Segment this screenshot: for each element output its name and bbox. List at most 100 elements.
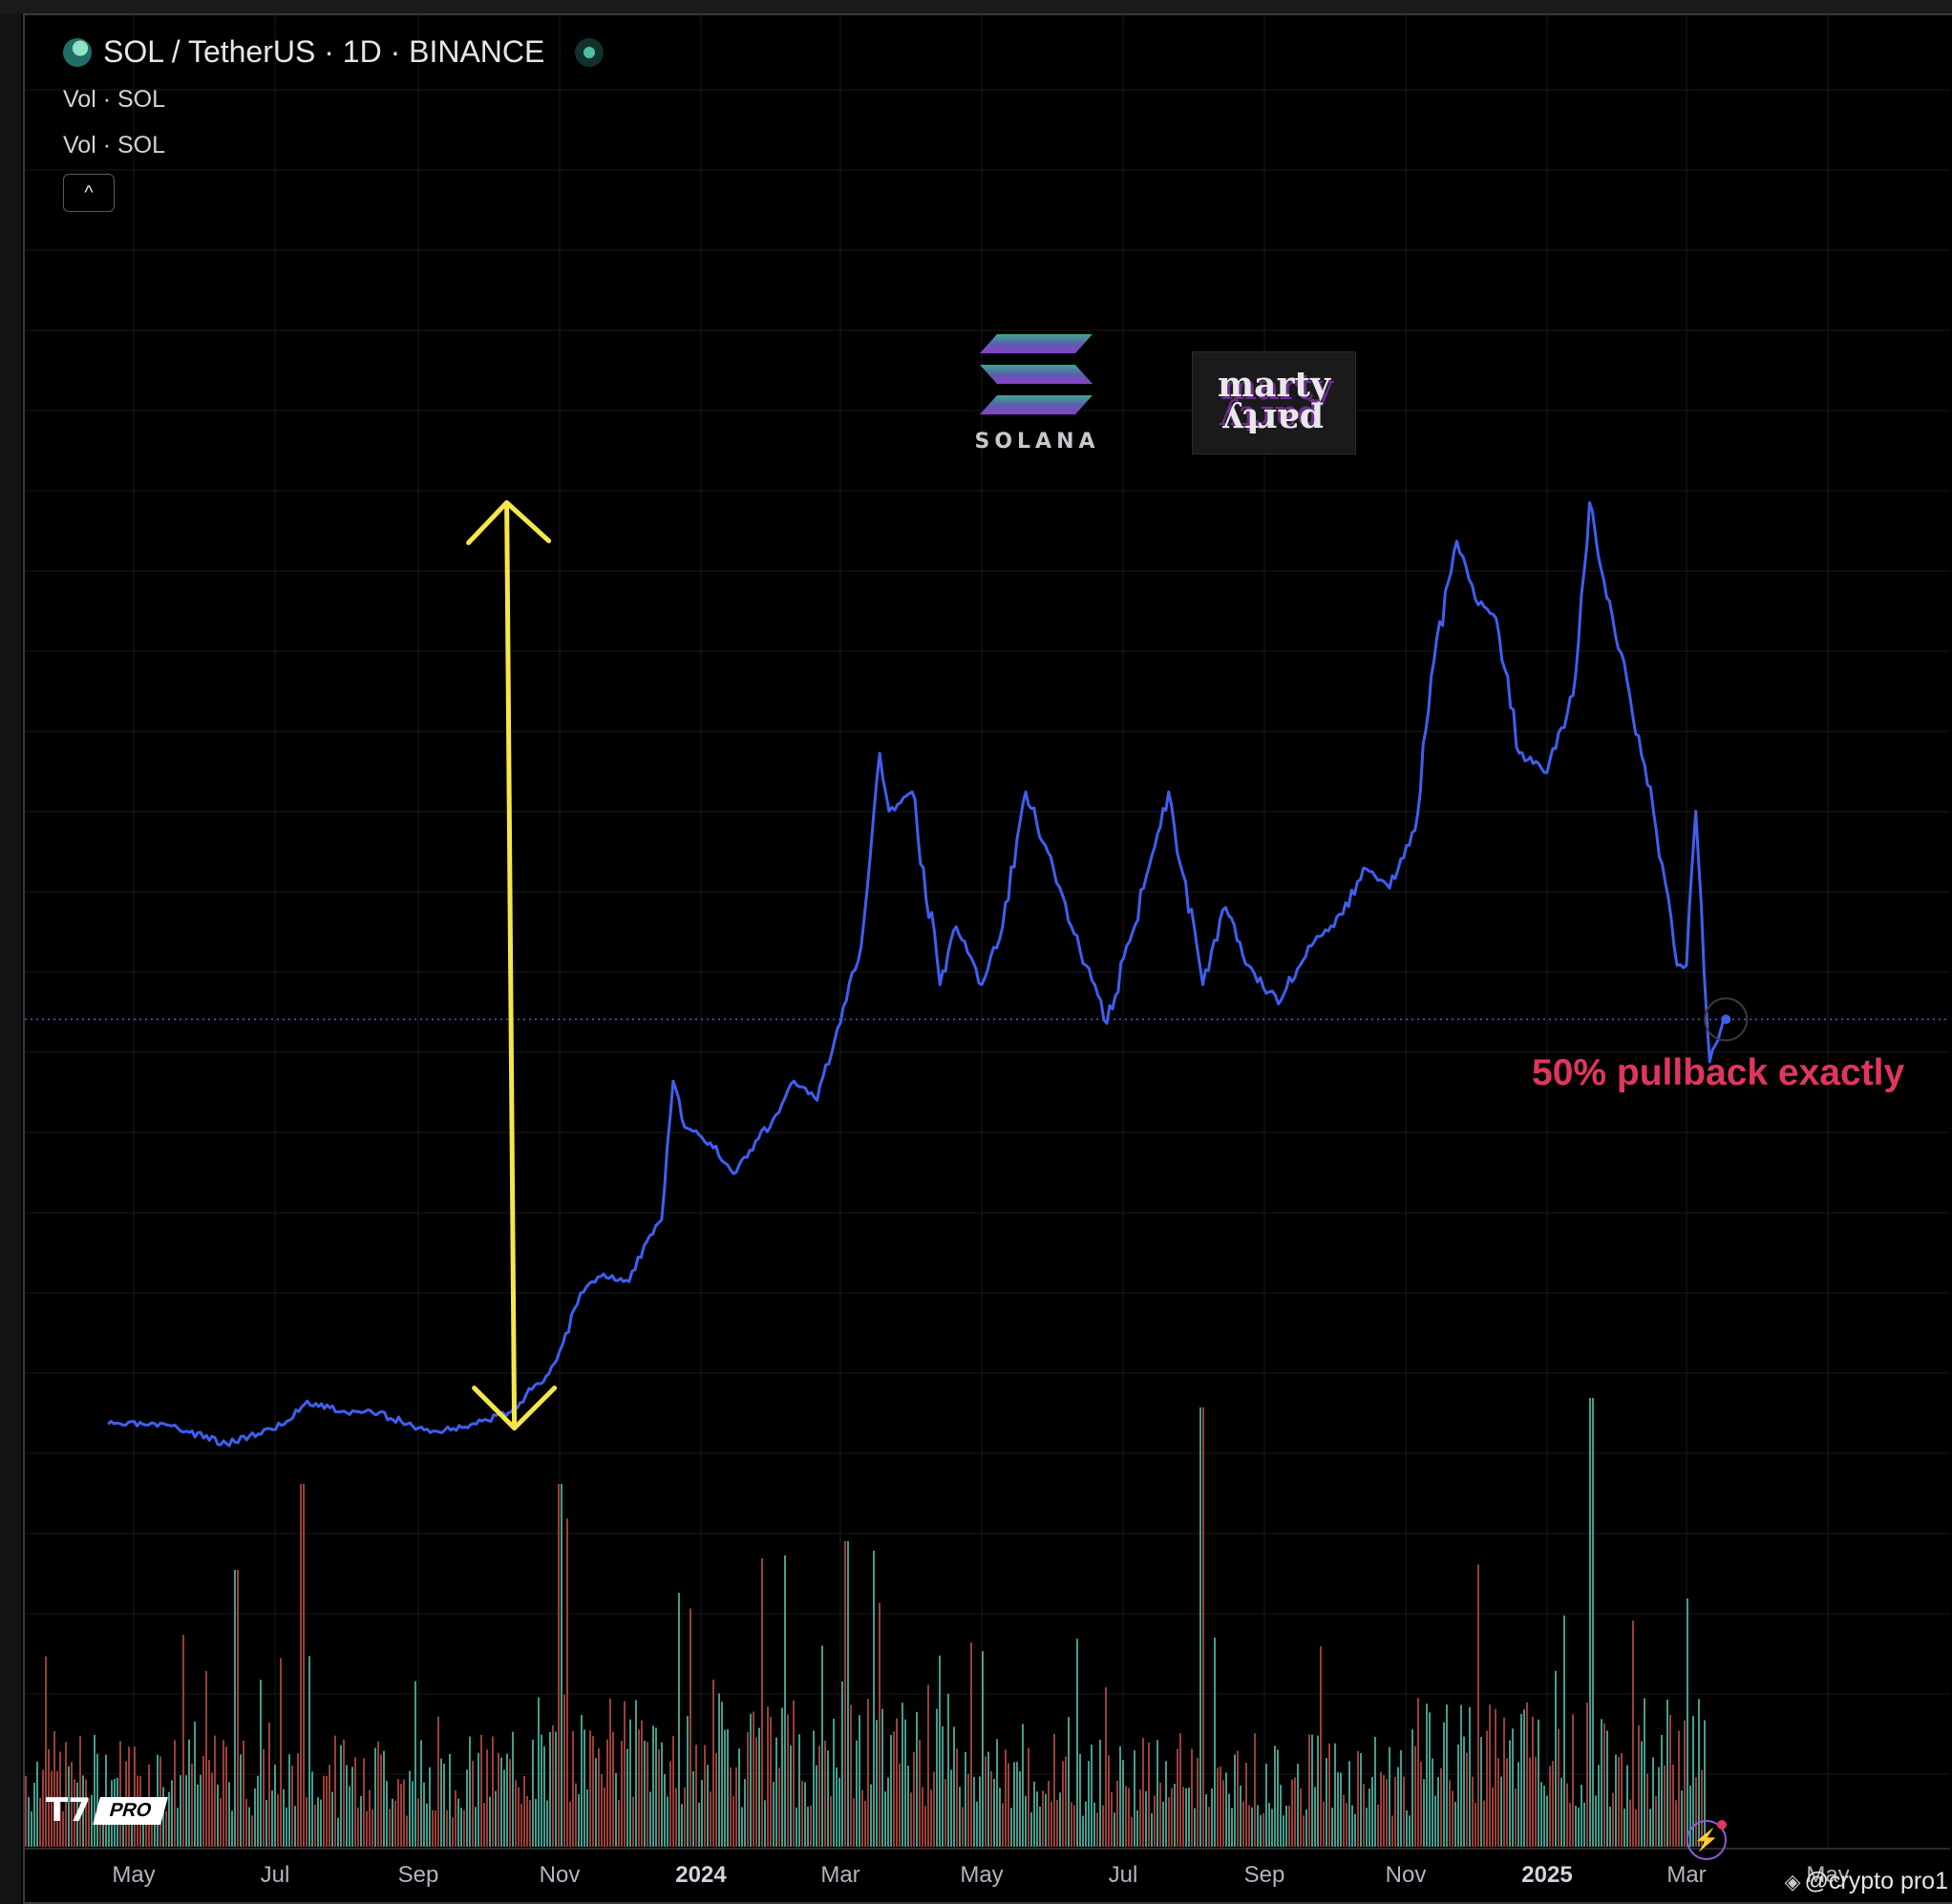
volume-bar — [695, 1745, 697, 1847]
range-arrow-shaft — [504, 499, 518, 1431]
volume-bar — [1460, 1704, 1462, 1847]
volume-bar — [1265, 1764, 1267, 1847]
volume-indicator-label: Vol · SOL — [63, 132, 165, 159]
volume-bar — [1426, 1703, 1428, 1847]
symbol-title-row[interactable]: SOL / TetherUS · 1D · BINANCE — [63, 34, 605, 70]
volume-bar — [412, 1781, 414, 1847]
volume-bar — [1486, 1730, 1488, 1847]
volume-bar — [753, 1711, 754, 1847]
volume-bar — [1062, 1761, 1064, 1847]
volume-bar — [1128, 1788, 1130, 1847]
volume-bar — [996, 1739, 998, 1847]
volume-bar — [1592, 1398, 1594, 1847]
volume-bar — [380, 1754, 382, 1847]
volume-bar — [1262, 1812, 1264, 1847]
volume-bar — [856, 1740, 858, 1847]
volume-bar — [306, 1797, 308, 1847]
time-axis-tick-label: May — [960, 1862, 1004, 1888]
volume-bar — [784, 1555, 786, 1847]
watermark: ◈ @crypto pro1 — [1785, 1868, 1948, 1895]
volume-indicator-legend[interactable]: Vol · SOL — [63, 132, 165, 159]
volume-bar — [1652, 1757, 1654, 1847]
price-chart-svg[interactable] — [25, 15, 1950, 1902]
chart-area[interactable]: SOL / TetherUS · 1D · BINANCE Vol · SOL … — [23, 13, 1952, 1904]
volume-bar — [1151, 1812, 1153, 1847]
volume-bar — [601, 1773, 603, 1847]
chevron-up-icon: ^ — [84, 181, 94, 203]
volume-bar — [1254, 1733, 1256, 1847]
volume-bar — [735, 1766, 737, 1847]
collapse-legend-button[interactable]: ^ — [63, 174, 115, 212]
volume-bar — [1432, 1758, 1433, 1847]
volume-bar — [1022, 1724, 1024, 1847]
volume-bar — [386, 1781, 388, 1847]
volume-bar — [1328, 1743, 1330, 1847]
volume-bar — [965, 1751, 966, 1847]
volume-bar — [483, 1803, 485, 1847]
volume-bar — [414, 1681, 416, 1847]
volume-bar — [85, 1779, 87, 1847]
time-axis[interactable]: May Jul Sep Nov 2024 Mar May Jul Sep Nov 2025 Mar Ma… — [25, 1862, 1952, 1900]
volume-bar — [1082, 1815, 1084, 1847]
volume-bar — [520, 1804, 522, 1847]
volume-bar — [910, 1792, 912, 1847]
volume-bar — [435, 1809, 436, 1847]
volume-bar — [1477, 1564, 1479, 1847]
pullback-annotation[interactable]: 50% pullback exactly — [1532, 1052, 1905, 1093]
volume-bar — [893, 1731, 895, 1847]
volume-bar — [1383, 1775, 1385, 1847]
volume-bar — [320, 1799, 322, 1847]
volume-bar — [913, 1751, 915, 1847]
volume-bar — [1225, 1772, 1227, 1847]
volume-bar — [770, 1716, 772, 1847]
volume-bar — [976, 1801, 978, 1847]
volume-bar — [1326, 1758, 1327, 1847]
volume-bar — [1125, 1786, 1127, 1847]
volume-bar — [1646, 1773, 1648, 1847]
volume-bar — [890, 1735, 892, 1847]
volume-indicator-legend[interactable]: Vol · SOL — [63, 86, 165, 114]
volume-bar — [1371, 1776, 1373, 1847]
time-axis-tick-label: May — [1806, 1862, 1850, 1888]
volume-bar — [919, 1739, 921, 1847]
volume-bar — [658, 1749, 660, 1847]
volume-bar — [1658, 1766, 1660, 1847]
volume-bar — [168, 1791, 170, 1847]
volume-bar — [687, 1716, 689, 1847]
volume-bar — [509, 1759, 511, 1847]
volume-bar — [1391, 1815, 1393, 1847]
volume-bar — [1048, 1781, 1050, 1847]
volume-bar — [1214, 1638, 1216, 1847]
lightning-bolt-icon[interactable]: ⚡ — [1687, 1820, 1727, 1860]
volume-bar — [887, 1777, 889, 1847]
volume-bar — [924, 1806, 926, 1847]
volume-bar — [446, 1809, 448, 1847]
volume-bar — [1492, 1787, 1494, 1847]
volume-bar — [1649, 1809, 1651, 1847]
volume-bar — [1245, 1762, 1247, 1847]
tradingview-logo[interactable]: T7 PRO — [46, 1791, 169, 1830]
volume-bar — [48, 1748, 50, 1847]
volume-bar — [343, 1739, 345, 1847]
volume-bar — [455, 1790, 456, 1847]
volume-bar — [311, 1771, 313, 1847]
volume-bar — [1563, 1615, 1565, 1847]
volume-bar — [1463, 1736, 1465, 1847]
volume-bar — [1228, 1793, 1230, 1847]
volume-bar — [884, 1791, 886, 1847]
volume-bar — [833, 1718, 835, 1847]
volume-bar — [265, 1800, 267, 1847]
volume-bar — [1168, 1797, 1170, 1847]
volume-bar — [466, 1769, 468, 1847]
volume-bar — [990, 1770, 992, 1847]
volume-bar — [300, 1484, 302, 1847]
volume-bar — [423, 1782, 425, 1847]
volume-bar — [1598, 1765, 1600, 1847]
volume-bar — [1684, 1720, 1686, 1847]
volume-bar — [532, 1739, 534, 1847]
volume-bar — [440, 1758, 442, 1847]
volume-bar — [1162, 1801, 1164, 1847]
volume-bar — [88, 1797, 90, 1847]
volume-bar — [254, 1788, 256, 1847]
volume-bar — [1045, 1793, 1047, 1847]
